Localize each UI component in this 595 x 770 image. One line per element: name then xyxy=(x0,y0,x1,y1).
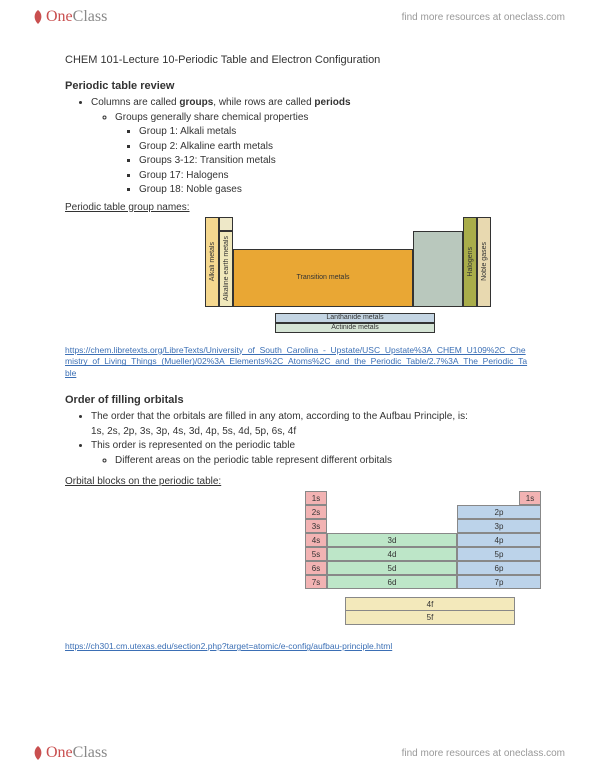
orbital-4p: 4p xyxy=(457,533,541,547)
orbital-7p: 7p xyxy=(457,575,541,589)
orbital-row-4: 4s 3d 4p xyxy=(305,533,545,547)
orbital-4d: 4d xyxy=(327,547,457,561)
orbital-1s-right: 1s xyxy=(519,491,541,505)
group-post-transition xyxy=(413,231,463,307)
list-item: Group 18: Noble gases xyxy=(139,183,530,198)
group-actinide: Actinide metals xyxy=(275,323,435,333)
leaf-icon xyxy=(30,9,46,25)
orbital-5f: 5f xyxy=(345,611,515,625)
periodic-table-groups-diagram: Alkali metals Alkaline earth metals Tran… xyxy=(205,217,535,337)
orbital-3s: 3s xyxy=(305,519,327,533)
orbital-4s: 4s xyxy=(305,533,327,547)
list-item: Different areas on the periodic table re… xyxy=(115,454,530,469)
orbital-order-text: 1s, 2s, 2p, 3s, 3p, 4s, 3d, 4p, 5s, 4d, … xyxy=(91,425,530,440)
list-item: Groups generally share chemical properti… xyxy=(115,111,530,126)
brand-logo-footer: OneClass xyxy=(30,744,107,762)
document-body: CHEM 101-Lecture 10-Periodic Table and E… xyxy=(0,34,595,653)
orbital-row-2: 2s 2p xyxy=(305,505,545,519)
orbital-5s: 5s xyxy=(305,547,327,561)
group-noble: Noble gases xyxy=(477,217,491,307)
orbital-6p: 6p xyxy=(457,561,541,575)
list-item: Group 17: Halogens xyxy=(139,169,530,184)
group-lanthanide: Lanthanide metals xyxy=(275,313,435,323)
orbital-2p: 2p xyxy=(457,505,541,519)
list-item: This order is represented on the periodi… xyxy=(91,439,530,454)
orbital-row-3: 3s 3p xyxy=(305,519,545,533)
orbital-row-6: 6s 5d 6p xyxy=(305,561,545,575)
brand-class: Class xyxy=(73,8,108,26)
orbital-f-block: 4f 5f xyxy=(345,597,515,625)
page-footer: OneClass find more resources at oneclass… xyxy=(0,736,595,770)
list-item: The order that the orbitals are filled i… xyxy=(91,410,530,439)
orbital-row-1: 1s 1s xyxy=(305,491,545,505)
group-names-heading: Periodic table group names: xyxy=(65,202,530,213)
orbital-row-5: 5s 4d 5p xyxy=(305,547,545,561)
list-item: Group 1: Alkali metals xyxy=(139,125,530,140)
orbital-3d: 3d xyxy=(327,533,457,547)
group-halogens: Halogens xyxy=(463,217,477,307)
list-item: Columns are called groups, while rows ar… xyxy=(91,96,530,198)
page-header: OneClass find more resources at oneclass… xyxy=(0,0,595,34)
leaf-icon xyxy=(30,745,46,761)
orbital-1s: 1s xyxy=(305,491,327,505)
orbital-4f: 4f xyxy=(345,597,515,611)
orbital-row-7: 7s 6d 7p xyxy=(305,575,545,589)
orbital-5d: 5d xyxy=(327,561,457,575)
orbital-6s: 6s xyxy=(305,561,327,575)
orbital-blocks-diagram: 1s 1s 2s 2p 3s 3p 4s 3d 4p 5s 4d 5p 6s 5… xyxy=(305,491,545,625)
list-item: Groups 3-12: Transition metals xyxy=(139,154,530,169)
citation-link-1[interactable]: https://chem.libretexts.org/LibreTexts/U… xyxy=(65,345,530,381)
orbital-3p: 3p xyxy=(457,519,541,533)
orbital-blocks-heading: Orbital blocks on the periodic table: xyxy=(65,476,530,487)
orbital-7s: 7s xyxy=(305,575,327,589)
brand-one: One xyxy=(46,744,73,762)
group-transition: Transition metals xyxy=(233,249,413,307)
section1-heading: Periodic table review xyxy=(65,80,530,92)
citation-link-2[interactable]: https://ch301.cm.utexas.edu/section2.php… xyxy=(65,641,530,653)
find-more-link-top[interactable]: find more resources at oneclass.com xyxy=(402,12,565,23)
group2-top xyxy=(219,217,233,231)
section1-list: Columns are called groups, while rows ar… xyxy=(65,96,530,198)
brand-class: Class xyxy=(73,744,108,762)
group-alkaline: Alkaline earth metals xyxy=(219,231,233,307)
orbital-2s: 2s xyxy=(305,505,327,519)
brand-logo: OneClass xyxy=(30,8,107,26)
section2-list: The order that the orbitals are filled i… xyxy=(65,410,530,468)
orbital-5p: 5p xyxy=(457,547,541,561)
orbital-6d: 6d xyxy=(327,575,457,589)
group-alkali: Alkali metals xyxy=(205,217,219,307)
list-item: Group 2: Alkaline earth metals xyxy=(139,140,530,155)
section2-heading: Order of filling orbitals xyxy=(65,394,530,406)
find-more-link-bottom[interactable]: find more resources at oneclass.com xyxy=(402,748,565,759)
brand-one: One xyxy=(46,8,73,26)
document-title: CHEM 101-Lecture 10-Periodic Table and E… xyxy=(65,54,530,66)
